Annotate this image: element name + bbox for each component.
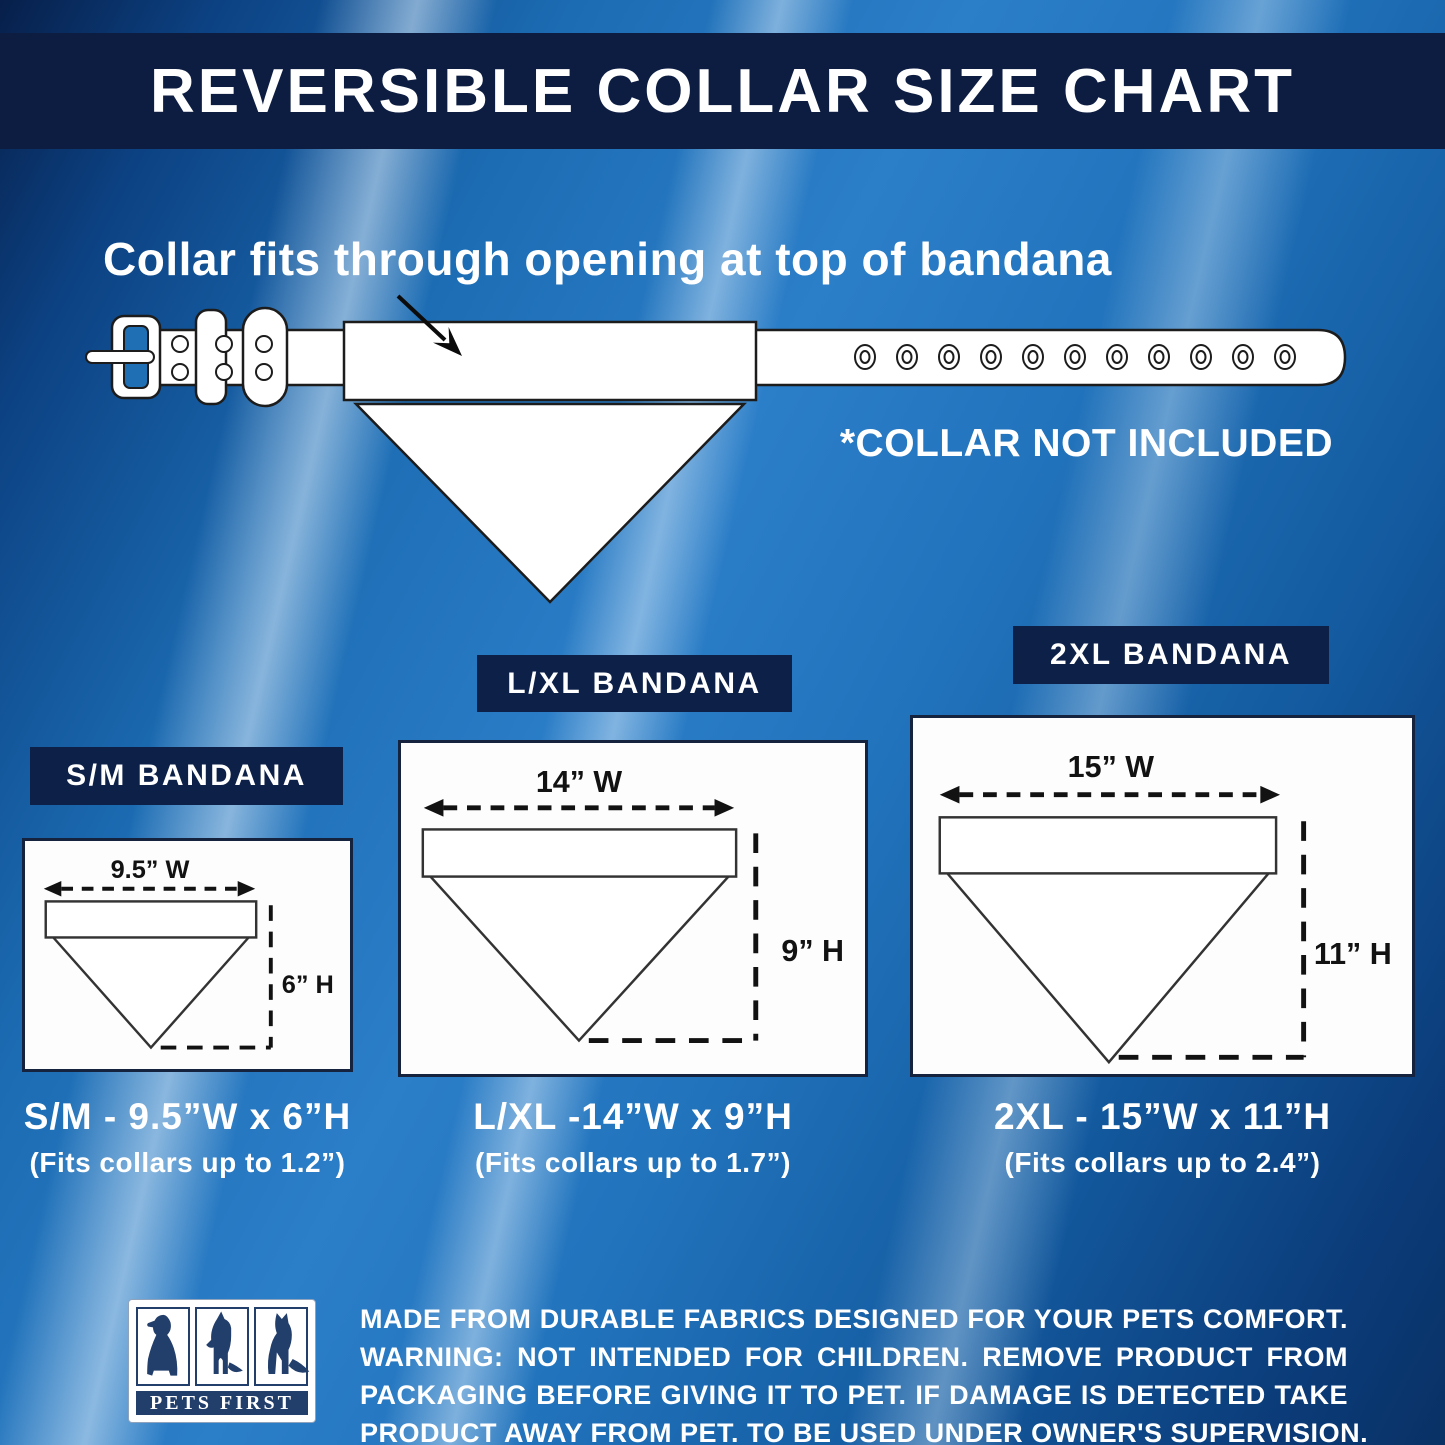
brand-name: PETS FIRST	[136, 1391, 308, 1415]
banner-2xl-bandana: 2XL BANDANA	[1013, 626, 1329, 684]
caption-sm-dims: S/M - 9.5”W x 6”H	[23, 1096, 352, 1137]
sm-width-label: 9.5” W	[111, 856, 190, 884]
2xl-height-dashed-line	[1118, 821, 1307, 1060]
diagram-2xl: 15” W 11” H	[938, 750, 1392, 1065]
lxl-height-dashed-line	[588, 833, 759, 1044]
caption-lxl: L/XL -14”W x 9”H (Fits collars up to 1.7…	[398, 1096, 868, 1179]
sm-width-arrow	[43, 880, 256, 897]
logo-panel-3	[254, 1307, 310, 1386]
lxl-height-label: 9” H	[781, 934, 844, 968]
banner-lxl-bandana: L/XL BANDANA	[477, 655, 792, 712]
pointer-arrow-icon	[396, 294, 462, 356]
disclaimer-line-1: MADE FROM DURABLE FABRICS DESIGNED FOR Y…	[360, 1304, 1348, 1334]
header-band: REVERSIBLE COLLAR SIZE CHART	[0, 33, 1445, 149]
caption-2xl-dims: 2XL - 15”W x 11”H	[993, 1096, 1332, 1137]
caption-sm-fit: (Fits collars up to 1.2”)	[29, 1147, 346, 1178]
diagram-box-sm: 9.5” W 6” H	[22, 838, 353, 1072]
sm-height-dashed-line	[160, 905, 273, 1050]
logo-panel-2	[195, 1307, 249, 1386]
banner-2xl-label: 2XL BANDANA	[1050, 638, 1292, 671]
2xl-bandana-triangle	[942, 870, 1273, 1065]
2xl-bandana-band	[938, 816, 1278, 875]
collar-eyelets	[854, 344, 1296, 370]
collar-keeper	[194, 308, 228, 406]
diagram-box-2xl: 15” W 11” H	[910, 715, 1415, 1077]
sm-height-label: 6” H	[282, 971, 334, 999]
collar-buckle	[85, 314, 162, 400]
logo-panel-1	[136, 1307, 190, 1386]
dog-shepherd-icon	[267, 1313, 310, 1374]
lxl-width-label: 14” W	[536, 765, 623, 799]
collar-caption: Collar fits through opening at top of ba…	[103, 233, 1112, 285]
2xl-width-label: 15” W	[1068, 750, 1155, 784]
diagram-sm: 9.5” W 6” H	[43, 856, 334, 1050]
caption-lxl-dims: L/XL -14”W x 9”H	[473, 1096, 793, 1137]
disclaimer-text: MADE FROM DURABLE FABRICS DESIGNED FOR Y…	[360, 1300, 1369, 1445]
page-title: REVERSIBLE COLLAR SIZE CHART	[150, 56, 1295, 126]
dog-begging-icon	[206, 1311, 243, 1374]
collar-note: *COLLAR NOT INCLUDED	[839, 422, 1333, 465]
sm-bandana-triangle	[48, 934, 254, 1050]
caption-2xl-fit: (Fits collars up to 2.4”)	[1004, 1147, 1321, 1178]
lxl-width-arrow	[423, 798, 735, 817]
caption-lxl-fit: (Fits collars up to 1.7”)	[475, 1147, 791, 1178]
2xl-height-label: 11” H	[1314, 937, 1392, 971]
dog-sitting-icon	[147, 1314, 178, 1376]
lxl-bandana-triangle	[425, 873, 734, 1043]
sm-bandana-band	[44, 900, 258, 939]
diagram-lxl: 14” W 9” H	[421, 765, 844, 1044]
collar-keeper-round	[241, 306, 289, 408]
disclaimer-line-2: WARNING: NOT INTENDED FOR CHILDREN. REMO…	[360, 1342, 1348, 1372]
disclaimer-line-4: PRODUCT AWAY FROM PET. TO BE USED UNDER …	[360, 1418, 1369, 1445]
banner-sm-label: S/M BANDANA	[66, 759, 307, 792]
logo-panels	[136, 1307, 310, 1386]
caption-2xl: 2XL - 15”W x 11”H (Fits collars up to 2.…	[910, 1096, 1415, 1179]
bandana-triangle	[353, 402, 747, 604]
disclaimer-line-3: PACKAGING BEFORE GIVING IT TO PET. IF DA…	[360, 1380, 1348, 1410]
banner-sm-bandana: S/M BANDANA	[30, 747, 343, 805]
banner-lxl-label: L/XL BANDANA	[507, 666, 762, 700]
pets-first-logo: PETS FIRST	[128, 1299, 316, 1423]
2xl-width-arrow	[939, 785, 1281, 804]
bandana-sleeve	[342, 320, 758, 402]
diagram-box-lxl: 14” W 9” H	[398, 740, 868, 1077]
lxl-bandana-band	[421, 828, 738, 878]
collar-buckle-holes	[171, 335, 273, 381]
collar-illustration	[85, 294, 1347, 604]
caption-sm: S/M - 9.5”W x 6”H (Fits collars up to 1.…	[22, 1096, 353, 1179]
